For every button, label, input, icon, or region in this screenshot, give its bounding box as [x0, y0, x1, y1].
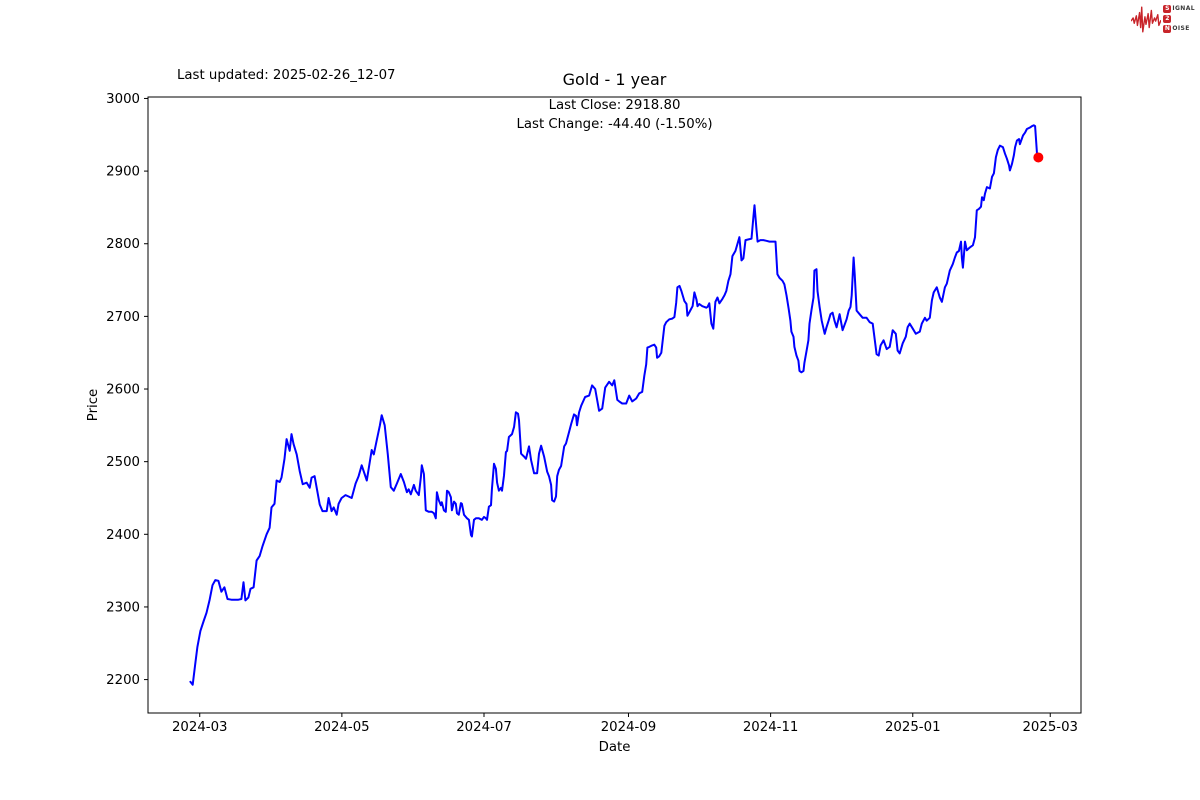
x-tick-label: 2024-07: [456, 720, 512, 735]
logo-text: S IGNAL 2 N OISE: [1163, 5, 1195, 34]
logo-word-noise-rest: OISE: [1172, 25, 1190, 32]
signal2noise-logo: S IGNAL 2 N OISE: [1131, 4, 1195, 34]
y-tick-label: 2200: [106, 673, 140, 688]
logo-word-noise: N OISE: [1163, 25, 1195, 34]
y-tick-label: 2500: [106, 455, 140, 470]
signal-waveform-icon: [1131, 6, 1162, 33]
logo-word-signal-rest: IGNAL: [1172, 5, 1195, 12]
y-tick-label: 2700: [106, 310, 140, 325]
y-tick-label: 2900: [106, 165, 140, 180]
logo-letterbox-n: N: [1163, 25, 1172, 33]
x-tick-label: 2025-01: [885, 720, 941, 735]
y-tick-label: 2400: [106, 528, 140, 543]
x-tick-label: 2025-03: [1022, 720, 1078, 735]
price-line: [189, 124, 1040, 686]
page-title: Gold - 1 year: [562, 70, 667, 89]
last-price-dot: [1033, 152, 1044, 163]
x-tick-label: 2024-09: [601, 720, 657, 735]
logo-word-2: 2: [1163, 15, 1195, 24]
y-tick-label: 2800: [106, 237, 140, 252]
y-tick-label: 2300: [106, 600, 140, 615]
y-tick-label: 2600: [106, 383, 140, 398]
y-tick-label: 3000: [106, 92, 140, 107]
x-tick-label: 2024-05: [314, 720, 370, 735]
x-axis-label: Date: [599, 740, 631, 755]
last-updated-label: Last updated: 2025-02-26_12-07: [177, 68, 396, 83]
logo-letterbox-2: 2: [1163, 15, 1172, 23]
x-tick-label: 2024-03: [172, 720, 228, 735]
y-axis-label: Price: [86, 389, 101, 421]
logo-letterbox-s: S: [1163, 5, 1172, 13]
plot-border: [147, 96, 1082, 714]
last-change-annotation: Last Change: -44.40 (-1.50%): [516, 117, 713, 132]
x-tick-label: 2024-11: [743, 720, 799, 735]
logo-word-signal: S IGNAL: [1163, 5, 1195, 14]
last-close-annotation: Last Close: 2918.80: [548, 98, 681, 113]
